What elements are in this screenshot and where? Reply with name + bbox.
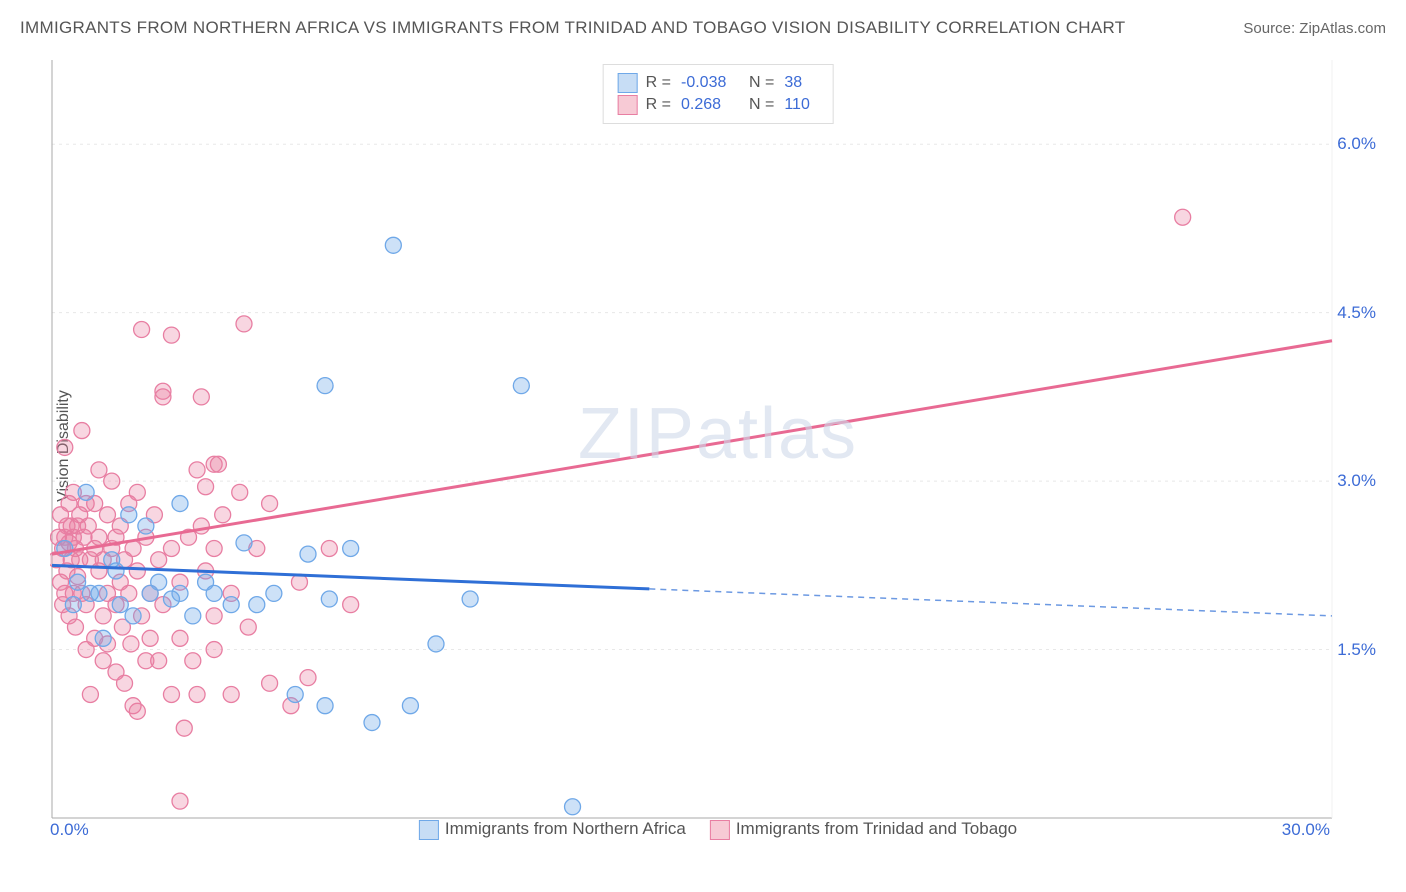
plot-area: ZIPatlas R =-0.038N =38R =0.268N =110 Im… bbox=[50, 60, 1386, 840]
legend-r-value: 0.268 bbox=[681, 96, 741, 114]
x-axis-min: 0.0% bbox=[50, 820, 89, 840]
title-bar: IMMIGRANTS FROM NORTHERN AFRICA VS IMMIG… bbox=[20, 18, 1386, 38]
y-tick-label: 4.5% bbox=[1337, 303, 1376, 323]
x-axis-max: 30.0% bbox=[1282, 820, 1330, 840]
source-value: ZipAtlas.com bbox=[1299, 20, 1386, 37]
legend-series-label: Immigrants from Northern Africa bbox=[445, 819, 686, 838]
scatter-svg bbox=[50, 60, 1386, 840]
legend-n-label: N = bbox=[749, 74, 774, 92]
legend-correlation: R = -0.038 N = 38 R = 0.268 N = 110 bbox=[603, 64, 834, 124]
y-tick-label: 1.5% bbox=[1337, 640, 1376, 660]
legend-r-label: R = bbox=[646, 74, 671, 92]
y-tick-label: 6.0% bbox=[1337, 134, 1376, 154]
legend-swatch bbox=[710, 820, 730, 840]
legend-n-value: 110 bbox=[784, 96, 818, 114]
legend-r-value: -0.038 bbox=[681, 74, 741, 92]
legend-r-label: R = bbox=[646, 96, 671, 114]
legend-swatch bbox=[419, 820, 439, 840]
chart-title: IMMIGRANTS FROM NORTHERN AFRICA VS IMMIG… bbox=[20, 18, 1125, 38]
legend-series-label: Immigrants from Trinidad and Tobago bbox=[736, 819, 1017, 838]
source-prefix: Source: bbox=[1243, 20, 1299, 37]
legend-n-label: N = bbox=[749, 96, 774, 114]
legend-swatch bbox=[618, 73, 638, 93]
legend-correlation-row: R = 0.268 N = 110 bbox=[618, 95, 819, 115]
legend-series: Immigrants from Northern Africa Immigrant… bbox=[419, 819, 1017, 840]
y-tick-label: 3.0% bbox=[1337, 471, 1376, 491]
legend-series-item: Immigrants from Trinidad and Tobago bbox=[710, 819, 1017, 840]
chart-container: IMMIGRANTS FROM NORTHERN AFRICA VS IMMIG… bbox=[0, 0, 1406, 892]
legend-correlation-row: R = -0.038 N = 38 bbox=[618, 73, 819, 93]
legend-swatch bbox=[618, 95, 638, 115]
legend-n-value: 38 bbox=[784, 74, 818, 92]
legend-series-item: Immigrants from Northern Africa bbox=[419, 819, 686, 840]
source-label: Source: ZipAtlas.com bbox=[1243, 20, 1386, 37]
